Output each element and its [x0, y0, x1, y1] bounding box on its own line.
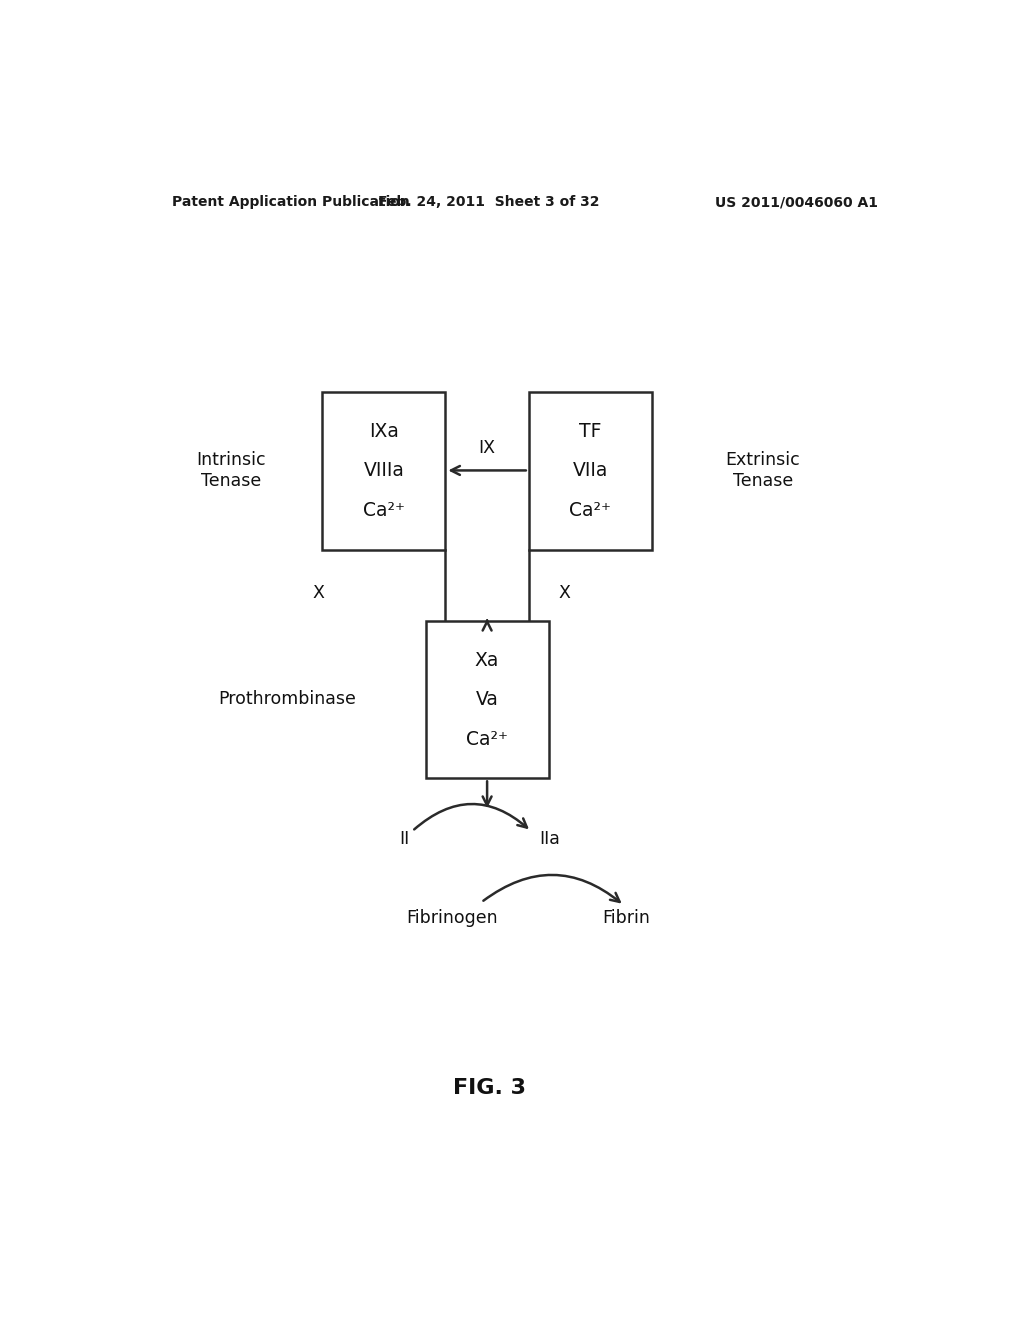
Text: II: II — [399, 830, 410, 849]
Text: X: X — [312, 585, 324, 602]
Text: Ca²⁺: Ca²⁺ — [569, 500, 611, 520]
FancyArrowPatch shape — [483, 875, 620, 902]
FancyBboxPatch shape — [323, 392, 445, 549]
Text: Fibrin: Fibrin — [602, 908, 650, 927]
Text: Patent Application Publication: Patent Application Publication — [172, 195, 410, 209]
Text: Extrinsic
Tenase: Extrinsic Tenase — [726, 451, 800, 490]
FancyBboxPatch shape — [528, 392, 652, 549]
Text: VIIa: VIIa — [572, 462, 608, 480]
Text: Xa: Xa — [475, 651, 500, 669]
FancyArrowPatch shape — [414, 804, 527, 829]
Text: VIIIa: VIIIa — [364, 462, 404, 480]
Text: Ca²⁺: Ca²⁺ — [466, 730, 508, 748]
Text: TF: TF — [579, 422, 601, 441]
Text: X: X — [558, 585, 570, 602]
Text: IX: IX — [478, 440, 496, 457]
FancyBboxPatch shape — [426, 620, 549, 779]
Text: Fibrinogen: Fibrinogen — [406, 908, 498, 927]
Text: US 2011/0046060 A1: US 2011/0046060 A1 — [715, 195, 878, 209]
Text: Feb. 24, 2011  Sheet 3 of 32: Feb. 24, 2011 Sheet 3 of 32 — [378, 195, 600, 209]
Text: Ca²⁺: Ca²⁺ — [362, 500, 404, 520]
Text: IXa: IXa — [369, 422, 399, 441]
Text: Prothrombinase: Prothrombinase — [218, 690, 355, 708]
Text: Intrinsic
Tenase: Intrinsic Tenase — [197, 451, 266, 490]
Text: FIG. 3: FIG. 3 — [453, 1078, 525, 1098]
Text: Va: Va — [476, 690, 499, 709]
Text: IIa: IIa — [539, 830, 560, 849]
